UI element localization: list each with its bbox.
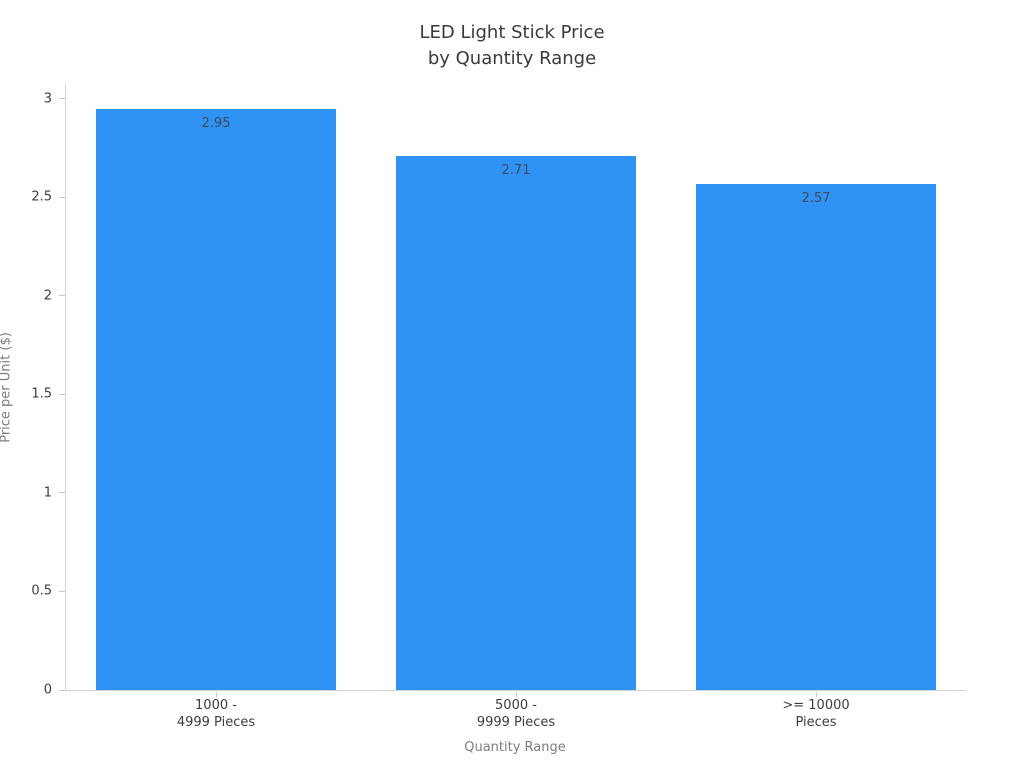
plot-area: 0 0.5 1 1.5 2 2.5 3 2.95 1000 - 4999 Pieces 2.71 5… [31,85,966,730]
bar-value-label: 2.95 [201,115,231,131]
x-tick-mark [515,692,517,697]
chart-title-line-2: by Quantity Range [427,48,597,69]
y-tick-label: 3 [43,91,52,107]
bar [396,155,636,690]
y-tick-label: 1.5 [31,386,52,402]
y-tick-label: 2 [43,288,52,304]
x-axis-label: Quantity Range [464,740,566,755]
chart-title-line-1: LED Light Stick Price [419,22,605,43]
x-tick-label: >= 10000 Pieces [782,698,850,730]
x-tick-mark [215,692,217,697]
y-tick-mark [59,393,65,395]
y-tick-label: 1 [43,485,52,501]
y-tick-mark [59,590,65,592]
bar [696,183,936,690]
y-tick-label: 2.5 [31,189,52,205]
y-tick-mark [59,492,65,494]
y-tick-mark [59,196,65,198]
x-tick-mark [815,692,817,697]
bar [96,108,336,690]
chart-title: LED Light Stick Price by Quantity Range [0,20,1024,72]
x-tick-label: 1000 - 4999 Pieces [176,698,256,730]
bar-value-label: 2.71 [501,162,531,178]
x-tick-label: 5000 - 9999 Pieces [476,698,556,730]
bar-value-label: 2.57 [801,190,831,206]
y-tick-mark [59,295,65,297]
y-tick-mark [59,689,65,691]
y-tick-label: 0.5 [31,583,52,599]
y-tick-mark [59,98,65,100]
y-tick-label: 0 [43,682,52,698]
